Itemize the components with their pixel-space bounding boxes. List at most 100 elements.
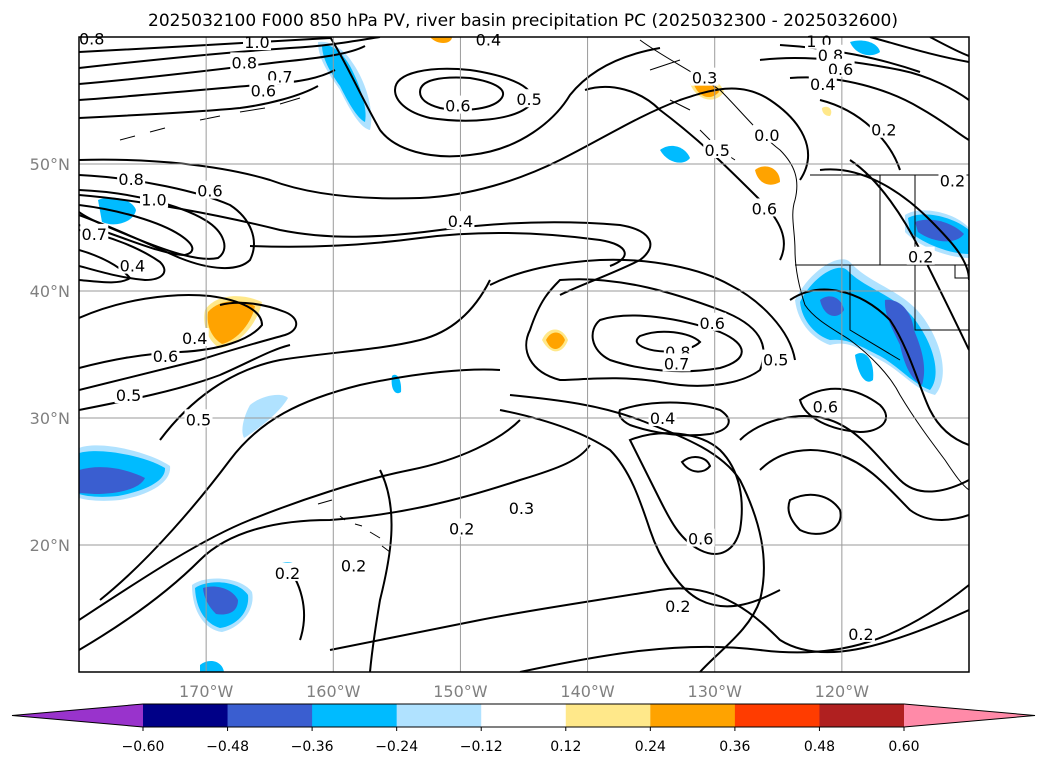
lon-tick-label: 120°W — [815, 682, 870, 701]
pv-contour-line — [418, 76, 505, 111]
coastlines — [119, 39, 969, 553]
contour-label-background — [249, 80, 278, 99]
contour-label-background — [826, 58, 855, 77]
lat-tick-label: 30°N — [30, 409, 70, 428]
contour-label: 1.0 — [244, 33, 269, 52]
pv-contour-line — [618, 401, 730, 437]
colorbar-tick-label: 0.48 — [804, 739, 835, 755]
contour-label: 0.2 — [848, 625, 873, 644]
colorbar: −0.60 −0.48 −0.36 −0.24 −0.12 0.12 0.24 0.36 0.4… — [11, 703, 1036, 755]
contour-label-background — [118, 255, 147, 274]
pv-contour-line — [525, 278, 765, 387]
map-background — [79, 37, 969, 672]
negative-anomaly-patch — [850, 40, 880, 56]
contour-label: 0.2 — [275, 564, 300, 583]
colorbar-segment — [143, 704, 229, 727]
pv-contour-line — [787, 493, 842, 535]
colorbar-tick-label: −0.12 — [460, 739, 503, 755]
pv-contour-line — [628, 432, 743, 555]
contour-label-background — [114, 385, 143, 404]
pv-contour-line — [369, 469, 393, 672]
colorbar-segment — [819, 704, 905, 727]
colorbar-tick-label: 0.12 — [550, 739, 581, 755]
contour-label: 0.2 — [940, 172, 965, 191]
contour-label: 0.6 — [752, 199, 777, 218]
colorbar-under-extension — [12, 704, 143, 727]
contour-label: 0.4 — [650, 409, 675, 428]
negative-anomaly-patch — [660, 145, 690, 163]
contour-label: 0.2 — [871, 121, 896, 140]
pv-contour-line — [680, 456, 712, 473]
pv-contour-line — [499, 409, 781, 608]
contour-label-background — [80, 223, 109, 242]
contour-label: 1.0 — [141, 191, 166, 210]
contour-label: 0.6 — [699, 314, 724, 333]
contour-label: 0.4 — [182, 329, 207, 348]
contour-label: 0.5 — [763, 351, 788, 370]
contour-label: 0.7 — [664, 354, 689, 373]
contour-label-background — [761, 349, 790, 368]
contour-label: 0.4 — [810, 75, 835, 94]
contour-label: 0.4 — [120, 257, 145, 276]
lon-tick-label: 160°W — [306, 682, 361, 701]
graticule — [79, 37, 969, 672]
colorbar-tick-label: −0.60 — [122, 739, 165, 755]
pv-contour-line — [759, 449, 969, 521]
pv-contour-line — [79, 37, 381, 69]
negative-anomaly-patch — [79, 445, 171, 501]
contour-labels: 0.8 1.00.80.70.60.40.6 0.50.31.00.80.60.40… — [77, 28, 967, 644]
colorbar-tick-label: 0.36 — [719, 739, 750, 755]
contour-label: 0.5 — [186, 410, 211, 429]
coastline-islands — [649, 59, 736, 161]
lat-tick-label: 20°N — [30, 536, 70, 555]
pv-contour-line — [509, 394, 765, 672]
pv-contour-line — [591, 314, 743, 373]
lat-tick-label: 40°N — [30, 282, 70, 301]
pv-contour-line — [79, 419, 521, 621]
contour-label: 0.6 — [197, 182, 222, 201]
pv-contour-line — [798, 387, 888, 434]
contour-label-background — [339, 555, 368, 574]
pv-contour-line — [79, 37, 331, 53]
contour-label: 0.2 — [449, 519, 474, 538]
state-border — [849, 265, 901, 361]
contour-label-background — [151, 345, 180, 364]
contour-label: 0.8 — [232, 53, 257, 72]
contour-label: 0.6 — [251, 81, 276, 100]
contour-label-background — [811, 396, 840, 415]
contour-label: 0.4 — [476, 31, 501, 50]
contour-label-background — [816, 44, 845, 63]
pv-contour-line — [329, 587, 969, 654]
contour-label-background — [750, 198, 779, 217]
contour-label: 0.6 — [688, 530, 713, 549]
contour-label-background — [686, 528, 715, 547]
pv-contour-line — [789, 288, 969, 446]
map-panel: 0.8 1.00.80.70.60.40.6 0.50.31.00.80.60.40… — [77, 28, 970, 673]
pv-contour-line — [79, 85, 319, 119]
contour-label-background — [648, 408, 677, 426]
pv-contour-line — [759, 57, 969, 101]
contour-label-background — [698, 312, 727, 331]
pv-contour-line — [929, 37, 969, 57]
pv-contour-line — [79, 444, 591, 651]
contour-label: 0.7 — [82, 225, 107, 244]
longitude-tick-labels: 170°W 160°W 150°W 140°W 130°W 120°W — [179, 682, 869, 701]
contour-label-background — [140, 189, 169, 208]
colorbar-tick-label: −0.24 — [375, 739, 418, 755]
pv-contour-line — [819, 168, 969, 281]
lon-tick-label: 170°W — [179, 682, 234, 701]
pv-contour-line — [79, 45, 366, 85]
contour-label-background — [180, 327, 209, 346]
contour-label: 0.5 — [116, 386, 141, 405]
colorbar-tick-label: −0.48 — [206, 739, 249, 755]
state-border — [914, 175, 969, 331]
pv-contour-line — [79, 229, 166, 282]
colorbar-tick-label: 0.60 — [888, 739, 919, 755]
contour-label-background — [443, 95, 472, 114]
lat-tick-label: 50°N — [30, 155, 70, 174]
pv-contour-line — [249, 231, 626, 267]
contour-label: 0.2 — [341, 556, 366, 575]
pv-contour-line — [79, 87, 810, 200]
colorbar-tick-label: 0.24 — [635, 739, 666, 755]
